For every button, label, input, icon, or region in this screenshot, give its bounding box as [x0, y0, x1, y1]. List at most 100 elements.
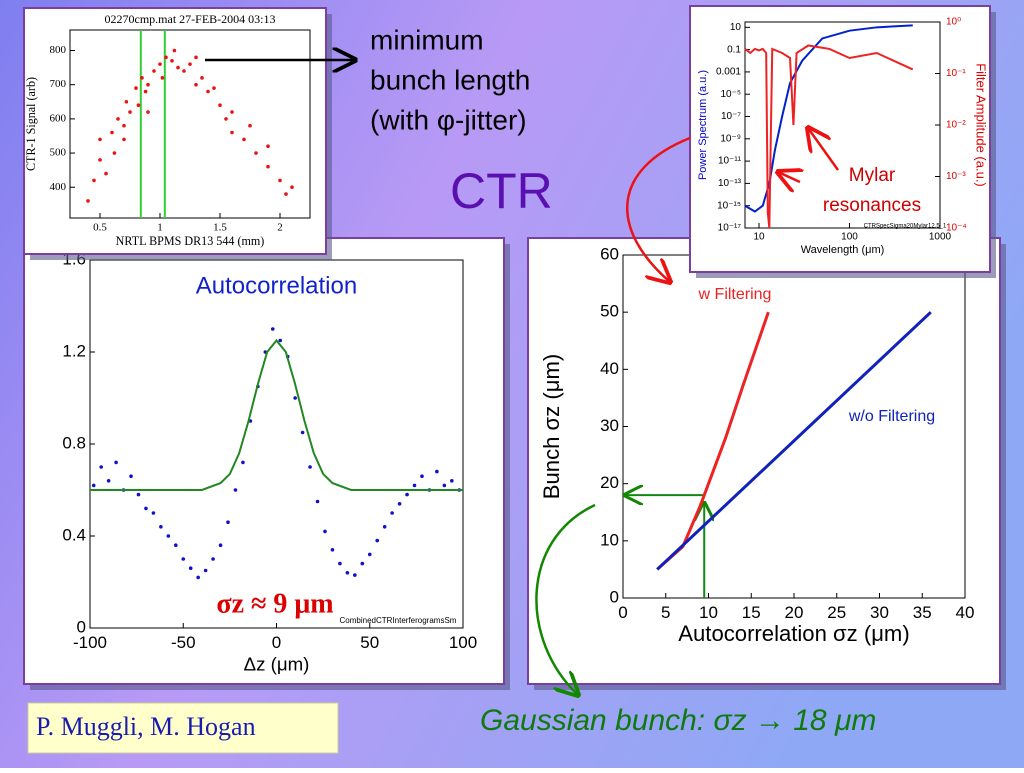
chart-title: 02270cmp.mat 27-FEB-2004 03:13: [105, 12, 276, 26]
x-tick-label: 30: [870, 603, 889, 622]
x-tick-label: 5: [661, 603, 670, 622]
authors: P. Muggli, M. Hogan: [36, 712, 256, 741]
annotation: Mylar: [849, 165, 896, 186]
point: [164, 55, 168, 60]
point: [242, 137, 246, 142]
y-axis-label: CTR-1 Signal (arb): [24, 77, 38, 171]
y-tick-label: 0.1: [727, 44, 741, 55]
y-tick-label: 10⁻⁹: [720, 133, 741, 144]
point: [397, 502, 402, 506]
y-tick-label: 400: [50, 181, 67, 193]
point: [360, 561, 365, 566]
y2-tick-label: 10⁻¹: [946, 68, 966, 79]
y-tick-label: 10: [730, 22, 742, 33]
heading: CTR: [450, 163, 553, 219]
point: [188, 566, 193, 570]
y-axis-label: Bunch σz (μm): [539, 354, 564, 499]
y-tick-label: 60: [600, 244, 619, 263]
annotation: resonances: [823, 195, 921, 216]
point: [266, 164, 270, 169]
point: [92, 178, 96, 183]
point: [375, 538, 380, 543]
point: [206, 89, 210, 94]
x-axis-label: NRTL BPMS DR13 544 (mm): [116, 234, 265, 248]
point: [144, 506, 148, 511]
series-label: w/o Filtering: [848, 408, 935, 425]
point: [338, 561, 342, 566]
point: [248, 123, 252, 128]
point: [254, 151, 258, 155]
chart-box: [23, 237, 505, 685]
annotation: σz ≈ 9 μm: [216, 588, 333, 619]
point: [230, 130, 234, 135]
point: [136, 103, 141, 107]
point: [104, 171, 108, 176]
x-tick-label: 1: [157, 221, 163, 233]
y2-tick-label: 10⁰: [946, 17, 961, 28]
point: [173, 543, 178, 547]
y-tick-label: 0.001: [716, 67, 741, 78]
x-tick-label: 100: [841, 232, 858, 243]
point: [129, 474, 133, 479]
chart: 0 5 10 15 20 25 30 35 40 0 10 20 30 40 50 60 Autocorrela…: [527, 237, 1006, 690]
chart-title: Autocorrelation: [196, 272, 357, 299]
point: [196, 575, 200, 580]
x-tick-label: -100: [73, 633, 107, 652]
y-tick-label: 1.2: [62, 341, 86, 360]
point: [278, 338, 283, 343]
x-tick-label: 100: [449, 633, 477, 652]
x-tick-label: 10: [699, 603, 718, 622]
y-axis-label: Power Spectrum (a.u.): [697, 70, 709, 180]
point: [230, 110, 234, 114]
callout: bunch length: [370, 64, 530, 95]
point: [450, 479, 454, 483]
x-tick-label: 1000: [929, 232, 952, 243]
x-axis-label: Wavelength (μm): [801, 244, 885, 256]
point: [211, 557, 215, 561]
y2-tick-label: 10⁻²: [946, 120, 966, 131]
y-tick-label: 600: [50, 112, 67, 124]
point: [323, 529, 327, 534]
chart: 10 100 1000 10 0.1 0.001 10⁻⁵ 10⁻⁷ 10⁻⁹ 10⁻¹¹ 10⁻¹…: [689, 5, 996, 278]
point: [146, 110, 150, 114]
point: [98, 158, 102, 162]
point: [233, 488, 238, 492]
point: [159, 525, 163, 529]
chart-box: [23, 7, 327, 255]
y-tick-label: 40: [600, 359, 619, 378]
point: [405, 492, 409, 497]
point: [188, 62, 192, 66]
arrow: [778, 172, 800, 182]
point: [114, 460, 118, 465]
line: [744, 24, 913, 213]
point: [218, 543, 223, 547]
x-tick-label: 25: [827, 603, 846, 622]
annotation: CombinedCTRInterferogramsSm: [340, 616, 457, 625]
x-tick-label: 0: [272, 633, 281, 652]
chart: -100-5005010000.40.81.21.6Autocorrelatio…: [23, 237, 510, 690]
point: [140, 76, 144, 80]
point: [122, 123, 126, 128]
point: [166, 534, 171, 538]
line: [90, 338, 463, 491]
x-axis-label: Autocorrelation σz (μm): [678, 621, 909, 646]
annotation: CTRSpecSigma20Mylar12.5_1: [864, 224, 947, 230]
callout: (with φ-jitter): [370, 104, 527, 135]
author-box: [27, 702, 339, 754]
point: [160, 76, 165, 80]
x-tick-label: 1.5: [213, 221, 227, 233]
point: [122, 137, 126, 142]
point: [91, 483, 96, 488]
y-tick-label: 0: [77, 617, 86, 636]
point: [134, 86, 138, 90]
point: [112, 151, 117, 155]
point: [278, 178, 282, 183]
callout: minimum: [370, 24, 484, 55]
point: [151, 511, 156, 515]
point: [106, 479, 111, 483]
point: [200, 76, 204, 80]
point: [170, 58, 174, 63]
point: [412, 483, 417, 488]
y-tick-label: 10⁻¹³: [718, 178, 742, 189]
y-tick-label: 20: [600, 473, 619, 492]
